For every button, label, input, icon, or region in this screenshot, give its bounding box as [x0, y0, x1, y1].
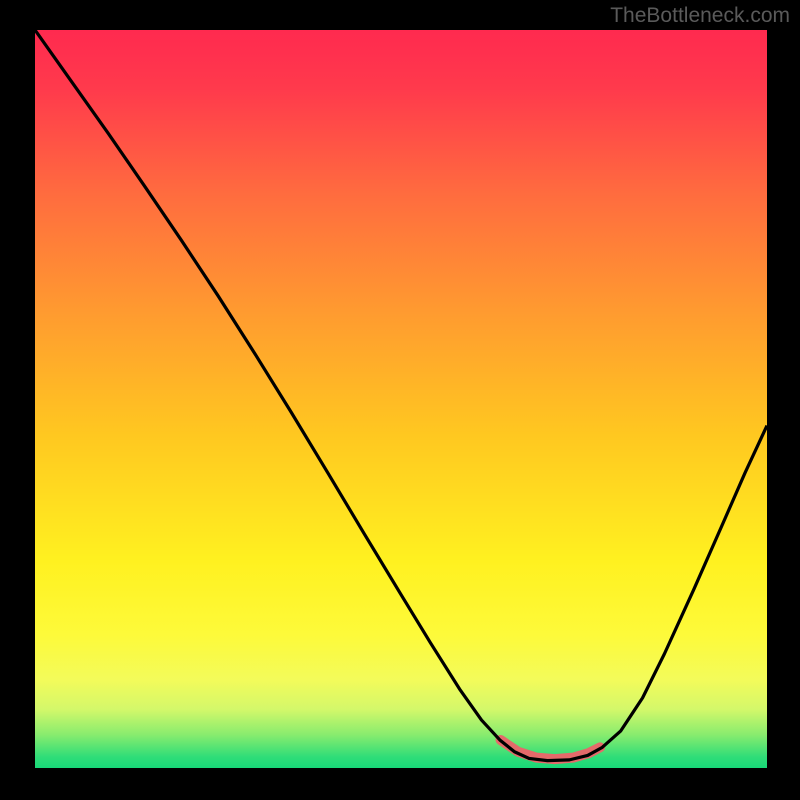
plot-area: [35, 30, 767, 768]
watermark-text: TheBottleneck.com: [610, 4, 790, 28]
main-curve: [35, 30, 767, 761]
bottleneck-curve: [35, 30, 767, 768]
chart-container: TheBottleneck.com: [0, 0, 800, 800]
